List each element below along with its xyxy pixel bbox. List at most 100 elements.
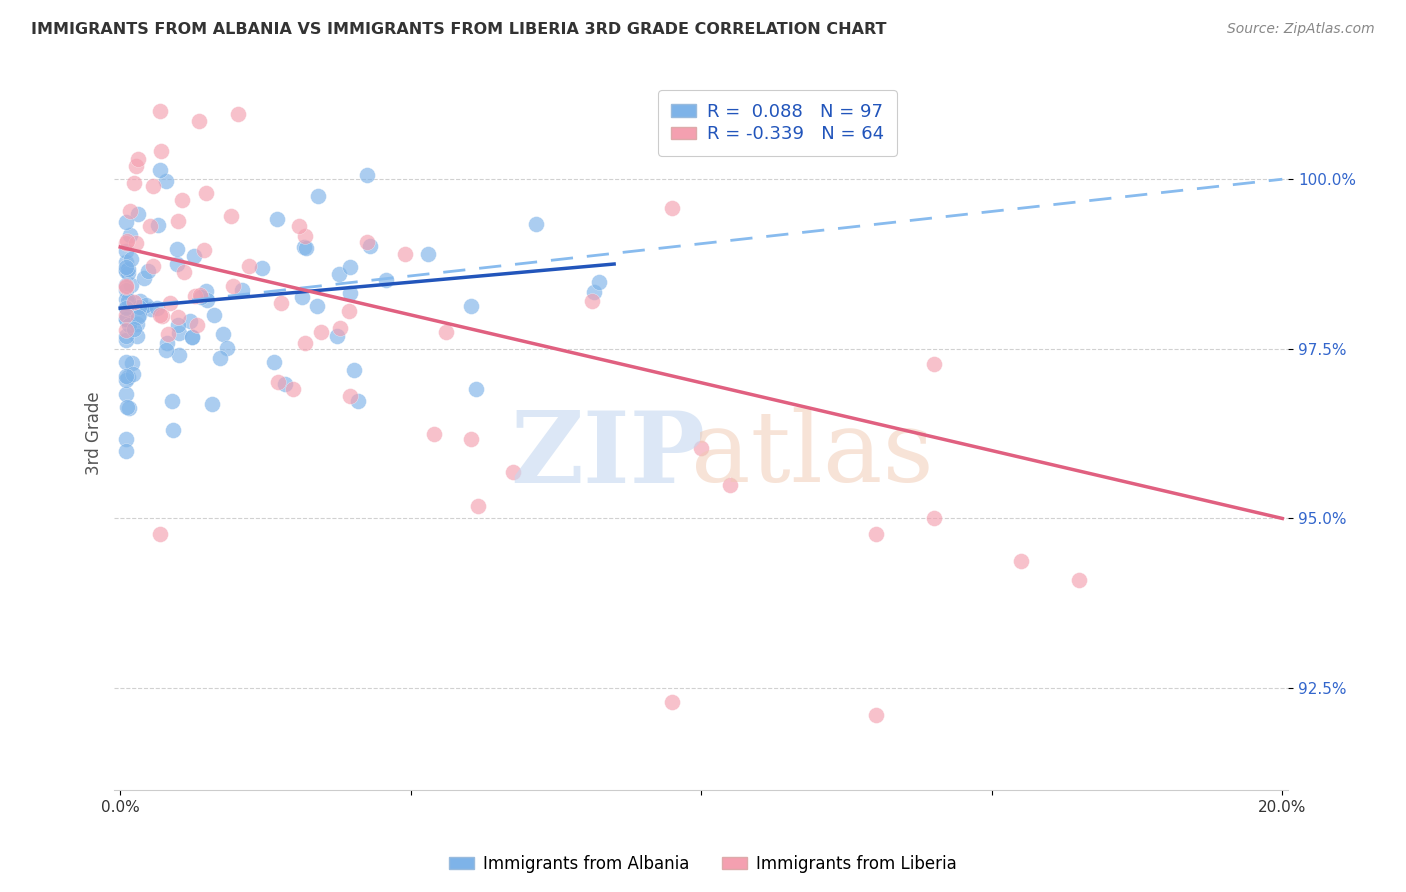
Point bbox=[139, 302, 162, 317]
Point bbox=[167, 214, 190, 228]
Point bbox=[146, 301, 169, 315]
Point bbox=[208, 351, 231, 366]
Point bbox=[690, 441, 713, 455]
Point bbox=[166, 242, 188, 256]
Point bbox=[187, 114, 209, 128]
Point bbox=[179, 314, 201, 328]
Point bbox=[1067, 574, 1090, 588]
Point bbox=[173, 265, 195, 279]
Point bbox=[311, 326, 333, 340]
Point bbox=[661, 695, 683, 709]
Point bbox=[865, 526, 887, 541]
Point bbox=[115, 311, 138, 326]
Point bbox=[115, 368, 138, 383]
Legend: Immigrants from Albania, Immigrants from Liberia: Immigrants from Albania, Immigrants from… bbox=[443, 848, 963, 880]
Point bbox=[288, 219, 311, 234]
Point bbox=[115, 215, 138, 229]
Point bbox=[115, 443, 138, 458]
Point bbox=[267, 375, 290, 389]
Point bbox=[1010, 554, 1032, 568]
Point bbox=[121, 356, 143, 370]
Point bbox=[202, 308, 225, 322]
Point bbox=[115, 300, 138, 314]
Point bbox=[215, 342, 238, 356]
Point bbox=[359, 239, 381, 253]
Point bbox=[167, 347, 190, 361]
Point bbox=[115, 236, 138, 251]
Point bbox=[588, 275, 610, 289]
Point bbox=[115, 234, 138, 248]
Point bbox=[231, 283, 253, 297]
Point bbox=[118, 203, 141, 218]
Point bbox=[281, 382, 304, 396]
Point bbox=[120, 252, 142, 267]
Point bbox=[661, 201, 683, 215]
Point bbox=[156, 326, 179, 341]
Point bbox=[115, 355, 138, 369]
Point bbox=[115, 260, 138, 275]
Point bbox=[124, 295, 146, 310]
Point bbox=[195, 293, 218, 308]
Point bbox=[416, 247, 439, 261]
Point bbox=[139, 219, 162, 233]
Point bbox=[718, 478, 741, 492]
Point bbox=[149, 144, 172, 158]
Point bbox=[142, 179, 165, 194]
Point bbox=[250, 261, 273, 276]
Point bbox=[188, 287, 211, 301]
Point bbox=[148, 218, 170, 232]
Point bbox=[125, 329, 148, 343]
Legend: R =  0.088   N = 97, R = -0.339   N = 64: R = 0.088 N = 97, R = -0.339 N = 64 bbox=[658, 90, 897, 156]
Point bbox=[183, 249, 205, 263]
Point bbox=[115, 280, 138, 294]
Point bbox=[183, 288, 205, 302]
Point bbox=[339, 260, 361, 274]
Point bbox=[155, 174, 177, 188]
Point bbox=[434, 325, 457, 339]
Point bbox=[128, 308, 150, 322]
Point bbox=[339, 285, 361, 300]
Point bbox=[115, 432, 138, 446]
Point bbox=[583, 285, 606, 300]
Point bbox=[149, 162, 172, 177]
Point bbox=[125, 159, 148, 173]
Point bbox=[524, 217, 547, 231]
Point bbox=[228, 107, 250, 121]
Point bbox=[115, 292, 138, 306]
Point bbox=[124, 322, 146, 336]
Y-axis label: 3rd Grade: 3rd Grade bbox=[86, 392, 103, 475]
Point bbox=[131, 301, 153, 315]
Point bbox=[160, 393, 183, 408]
Point bbox=[125, 235, 148, 250]
Point bbox=[460, 299, 482, 313]
Point bbox=[118, 401, 141, 415]
Point bbox=[212, 326, 235, 341]
Point bbox=[263, 354, 285, 368]
Point bbox=[138, 264, 160, 278]
Point bbox=[127, 153, 149, 167]
Point bbox=[343, 362, 366, 376]
Point bbox=[115, 278, 138, 293]
Point bbox=[135, 297, 157, 311]
Point bbox=[167, 318, 190, 333]
Point bbox=[865, 708, 887, 723]
Point bbox=[169, 326, 191, 340]
Point bbox=[291, 290, 314, 304]
Point bbox=[460, 432, 482, 446]
Point bbox=[347, 394, 370, 409]
Point bbox=[581, 293, 603, 308]
Point bbox=[150, 309, 173, 323]
Point bbox=[115, 254, 138, 268]
Point bbox=[219, 209, 242, 223]
Point bbox=[115, 373, 138, 387]
Point bbox=[117, 369, 139, 384]
Text: atlas: atlas bbox=[692, 407, 934, 503]
Point bbox=[502, 466, 524, 480]
Point bbox=[464, 382, 486, 396]
Point bbox=[181, 329, 204, 343]
Point bbox=[127, 207, 149, 221]
Point bbox=[120, 227, 142, 242]
Point bbox=[117, 262, 139, 277]
Point bbox=[305, 299, 328, 313]
Point bbox=[326, 329, 349, 343]
